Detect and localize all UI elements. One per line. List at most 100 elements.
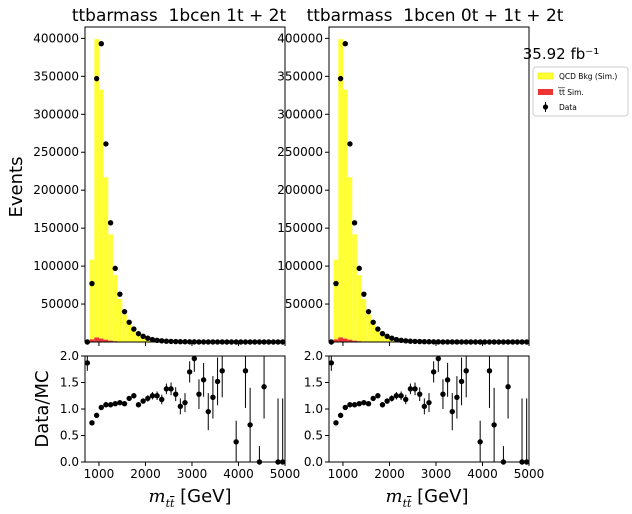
panel-1-y-tick-label: 350000 xyxy=(33,69,79,83)
events-axis-label: Events xyxy=(6,157,27,218)
panel-2-ratio-point xyxy=(347,402,353,408)
panel-2-ratio-point xyxy=(393,393,400,399)
panel-2-y-tick-label: 250000 xyxy=(277,145,323,159)
ratio-axis-label: Data/MC xyxy=(32,370,53,447)
panel-1-data-point xyxy=(131,326,137,332)
panel-1-data-point xyxy=(145,335,151,341)
luminosity-label: 35.92 fb⁻¹ xyxy=(523,45,599,63)
panel-2-qcd-bar xyxy=(338,39,343,338)
panel-2-ratio-point xyxy=(449,408,455,415)
legend: QCD Bkg (Sim.) t̅t̅ Sim. Data xyxy=(532,66,629,117)
panel-2-ratio-points xyxy=(328,355,530,465)
panel-1-ratio-points xyxy=(84,355,286,465)
panel-2-ratio-point xyxy=(430,369,437,375)
panel-1-data-point xyxy=(159,338,165,344)
panel-2-x-tick-label: 5000 xyxy=(514,467,545,481)
panel-1-qcd-bar xyxy=(94,39,99,338)
panel-1-ratio-point xyxy=(168,386,174,392)
panel-2-x-tick-label: 2000 xyxy=(374,467,405,481)
panel-1-ratio-point xyxy=(107,402,114,408)
panel-2-qcd-bar xyxy=(352,234,357,341)
panel-2-ratio-point xyxy=(458,378,465,385)
panel-2-data-point xyxy=(407,338,414,344)
panel-2-x-tick-label: 3000 xyxy=(421,467,452,481)
panel-1-ttbar-bar xyxy=(103,339,109,342)
panel-2-ratio-tick-label: 0.0 xyxy=(304,455,323,469)
panel-2-qcd-bar xyxy=(361,299,367,342)
panel-1-qcd-bar xyxy=(140,337,146,342)
panel-2-ttbar-bar xyxy=(338,337,343,342)
panel-2-ratio-point xyxy=(477,439,483,445)
panel-2-ttbar-bar xyxy=(342,338,348,342)
panel-2-qcd-bar xyxy=(333,259,339,340)
panel-2-ratio-point xyxy=(505,384,511,390)
panel-2-ttbar-bar xyxy=(352,340,357,342)
panel-2-data-point xyxy=(356,265,362,272)
panel-2-ratio-tick-label: 1.5 xyxy=(304,376,323,390)
panel-1-qcd-bar xyxy=(112,275,118,342)
panel-2-data-point xyxy=(361,291,367,297)
panel-2-qcd-bar xyxy=(380,334,385,342)
panel-1-qcd-bar xyxy=(89,259,95,340)
panel-2: 50000 100000 150000 200000 250000 300000 35000… xyxy=(277,26,545,481)
panel-1-data-point xyxy=(149,336,156,343)
panel-1-ratio-point xyxy=(84,360,91,366)
panel-2-data-point xyxy=(379,330,386,337)
panel-2-y-tick-label: 400000 xyxy=(277,31,323,45)
legend-swatch-ttbar xyxy=(538,89,553,95)
panel-2-ratio-point xyxy=(361,399,367,406)
panel-2-y-tick-label: 350000 xyxy=(277,69,323,83)
legend-marker-data xyxy=(542,104,549,110)
panel-1-ratio-point xyxy=(163,386,170,392)
panel-2-data-point xyxy=(347,141,353,147)
panel-2-data-point xyxy=(375,326,381,332)
panel-1-data-point xyxy=(163,338,170,344)
panel-1-ttbar-bar xyxy=(108,340,113,342)
panel-1-y-tick-label: 100000 xyxy=(33,259,79,273)
panel-1-ttbar-bar xyxy=(94,337,99,342)
panel-1-ratio-tick-label: 1.0 xyxy=(60,402,79,416)
legend-label-data: Data xyxy=(559,103,577,112)
panel-1-data-point xyxy=(168,338,174,345)
panel-1-y-tick-label: 50000 xyxy=(41,297,79,311)
legend-frame xyxy=(532,66,629,117)
panel-1-frame xyxy=(84,26,286,343)
panel-2-y-tick-label: 300000 xyxy=(277,107,323,121)
panel-1-qcd-bar xyxy=(103,177,109,340)
panel-1-ratio-point xyxy=(196,391,202,397)
panel-2-ratio-point xyxy=(389,395,395,402)
panel-2-x-axis-label: mtt [GeV] xyxy=(385,486,468,510)
panel-1-ratio-point xyxy=(149,393,156,399)
panel-2-frame xyxy=(328,26,530,343)
panel-1-ratio-tick-label: 2.0 xyxy=(60,349,79,363)
panel-1-x-tick-label: 5000 xyxy=(270,467,301,481)
panel-1-y-tick-label: 150000 xyxy=(33,221,79,235)
panel-1-ratio-point xyxy=(214,378,221,385)
panel-2-ratio-point xyxy=(328,360,335,366)
panel-2-ratio-point xyxy=(491,422,497,428)
panel-2-data-point xyxy=(351,220,358,226)
panel-2-y-tick-label: 200000 xyxy=(277,183,323,197)
panel-2-ratio-point xyxy=(379,402,386,408)
panel-1-ratio-point xyxy=(117,399,123,406)
panel-1-qcd-bar xyxy=(131,330,137,342)
svg-text:mtt [GeV]: mtt [GeV] xyxy=(385,486,468,510)
panel-2-ratio-point xyxy=(454,394,460,401)
panel-1-ratio-point xyxy=(126,395,132,402)
panel-1-x-axis-label: mtt [GeV] xyxy=(148,486,231,510)
panel-2-data-point xyxy=(333,280,339,287)
panel-2-qcd-bar xyxy=(370,323,376,342)
panel-1-ratio-point xyxy=(261,384,267,390)
panel-1-data-point xyxy=(135,330,142,337)
panel-1-ratio-point xyxy=(242,368,249,374)
panel-1-ratio-point xyxy=(200,377,207,383)
panel-1-qcd-bar xyxy=(126,323,132,342)
panel-2-y-tick-label: 100000 xyxy=(277,259,323,273)
panel-1-qcd-bar xyxy=(98,89,104,339)
panel-2-data-point xyxy=(365,308,372,315)
panel-1-x-tick-label: 4000 xyxy=(223,467,254,481)
panel-1-ttbar-bar xyxy=(98,338,104,342)
legend-label-qcd: QCD Bkg (Sim.) xyxy=(559,72,617,81)
panel-2-ratio-point xyxy=(435,355,442,362)
panel-2-ratio-point xyxy=(416,391,423,397)
